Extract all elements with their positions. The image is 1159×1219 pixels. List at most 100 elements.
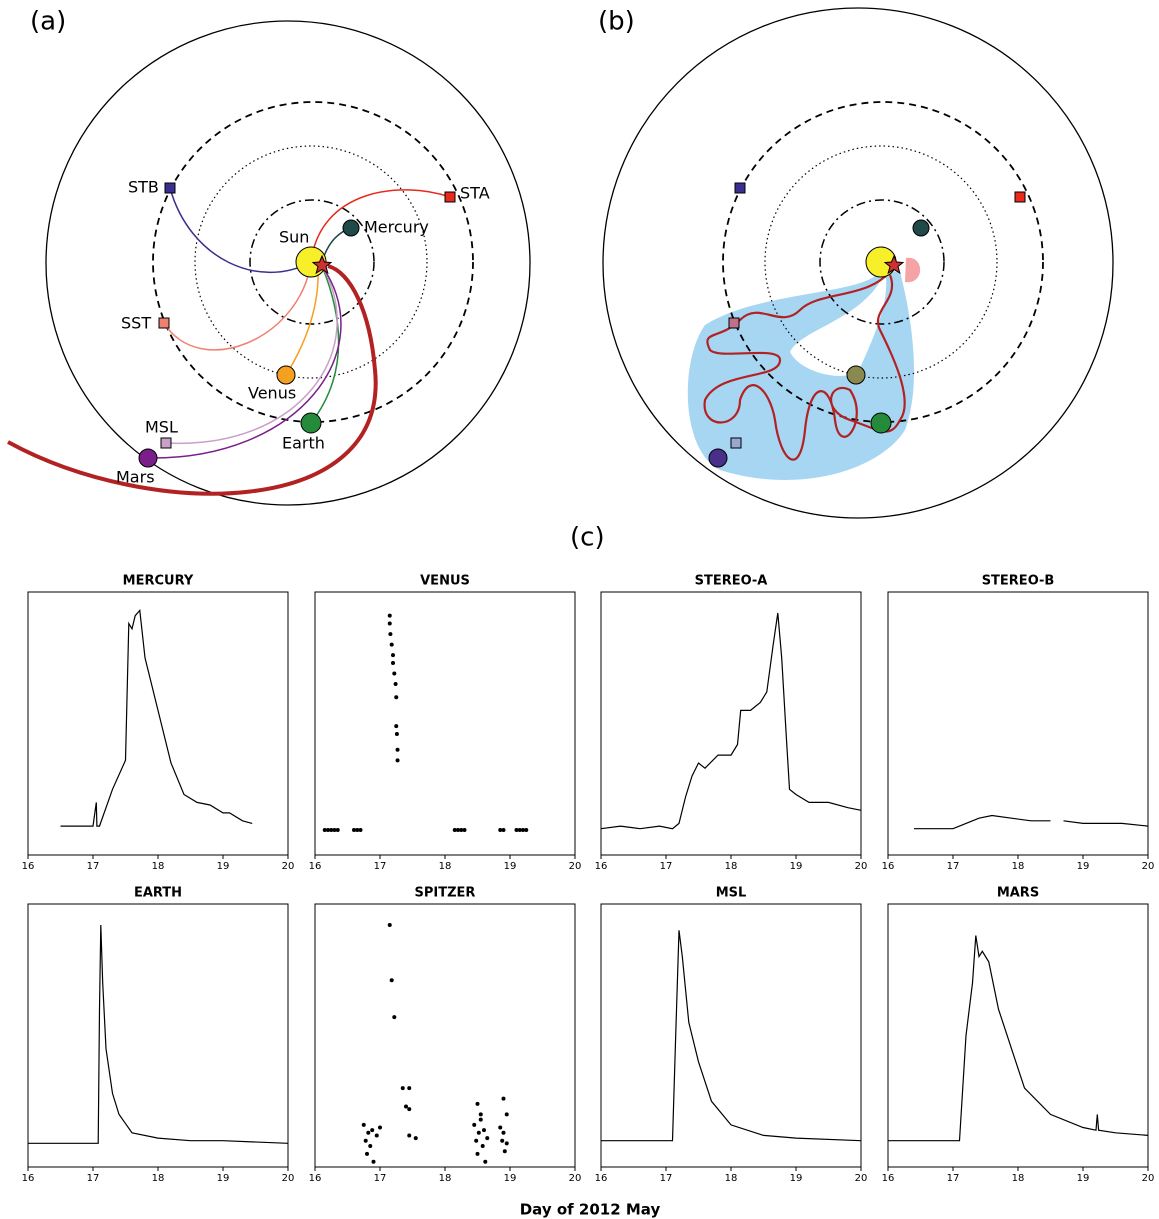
- plot-frame: [314, 591, 576, 856]
- orbit: [45, 20, 531, 506]
- x-tick-label: 20: [282, 861, 295, 872]
- data-point: [501, 828, 506, 833]
- x-tick-label: 17: [947, 1173, 960, 1184]
- data-point: [476, 1130, 481, 1135]
- planet: [870, 412, 892, 434]
- orbit: [764, 145, 998, 379]
- data-point: [514, 828, 519, 833]
- data-point: [498, 828, 503, 833]
- x-tick-label: 19: [504, 1173, 517, 1184]
- data-point: [462, 828, 467, 833]
- x-tick-label: 17: [87, 1173, 100, 1184]
- data-point: [392, 1015, 397, 1020]
- orbit: [194, 145, 428, 379]
- spacecraft: [444, 191, 456, 203]
- data-point: [388, 632, 393, 637]
- x-tick-label: 20: [569, 1173, 582, 1184]
- series-line: [601, 930, 862, 1142]
- chart-title: MSL: [716, 886, 747, 901]
- data-point: [413, 1136, 418, 1141]
- x-tick-label: 19: [1077, 1173, 1090, 1184]
- x-tick-label: 17: [374, 1173, 387, 1184]
- x-tick-label: 20: [282, 1173, 295, 1184]
- field-line: [163, 261, 312, 351]
- cme-front: [7, 264, 378, 496]
- x-tick-label: 19: [217, 861, 230, 872]
- spacecraft: [734, 182, 746, 194]
- data-point: [358, 828, 363, 833]
- planet: [276, 365, 296, 385]
- flare-site: [311, 254, 333, 275]
- orbit-diagram: [602, 7, 1114, 519]
- series-line: [60, 608, 253, 827]
- x-tick-label: 16: [22, 1173, 35, 1184]
- field-line: [310, 265, 340, 424]
- data-point: [394, 732, 399, 737]
- diagram-labels: STB STA Sun Mercury SST Venus MSL Earth …: [116, 178, 490, 487]
- chart-title: SPITZER: [415, 886, 476, 901]
- x-tick-label: 16: [22, 861, 35, 872]
- data-point: [404, 1104, 408, 1109]
- x-tick-label: 17: [660, 1173, 673, 1184]
- x-tick-label: 20: [1142, 1173, 1155, 1184]
- data-point: [374, 1133, 379, 1138]
- data-point: [400, 1086, 405, 1091]
- data-point: [475, 1151, 480, 1156]
- x-tick-label: 16: [595, 1173, 608, 1184]
- data-point: [355, 828, 360, 833]
- x-tick-label: 19: [790, 1173, 803, 1184]
- field-line: [147, 265, 342, 459]
- orbit-diagram: [7, 20, 531, 506]
- series-line: [914, 814, 1149, 830]
- flare-region: [905, 257, 921, 283]
- orbit: [722, 101, 1044, 423]
- data-point: [502, 1149, 507, 1154]
- plot-frame: [27, 591, 289, 856]
- panel-label: (c): [570, 523, 605, 553]
- data-point: [498, 1125, 503, 1130]
- data-point: [459, 828, 464, 833]
- spacecraft: [158, 317, 170, 329]
- data-point: [322, 828, 327, 833]
- data-point: [504, 1141, 509, 1146]
- x-tick-label: 18: [725, 1173, 738, 1184]
- data-point: [480, 1143, 485, 1148]
- orbit: [249, 199, 375, 325]
- x-tick-label: 17: [947, 861, 960, 872]
- data-point: [326, 828, 330, 833]
- data-point: [370, 1128, 375, 1133]
- x-tick-label: 16: [882, 1173, 895, 1184]
- body-label: Venus: [248, 384, 296, 403]
- data-point: [395, 758, 400, 763]
- flare-site: [883, 254, 905, 275]
- spacecraft: [164, 182, 176, 194]
- body-label: STB: [128, 178, 159, 197]
- plot-frame: [887, 591, 1149, 856]
- series-line: [600, 612, 862, 830]
- data-point: [389, 642, 394, 647]
- data-point: [504, 1112, 509, 1117]
- x-tick-label: 20: [855, 1173, 868, 1184]
- data-point: [392, 671, 397, 676]
- plot-frame: [600, 903, 862, 1168]
- panel-label: (b): [598, 7, 635, 37]
- planet: [708, 448, 728, 468]
- data-point: [501, 1096, 506, 1101]
- x-tick-label: 18: [439, 861, 452, 872]
- body-label: SST: [121, 314, 151, 333]
- planet: [300, 412, 322, 434]
- x-tick-label: 20: [855, 861, 868, 872]
- x-tick-label: 16: [309, 861, 322, 872]
- orbit: [819, 199, 945, 325]
- chart-title: MERCURY: [123, 574, 194, 589]
- data-point: [524, 828, 529, 833]
- x-tick-label: 17: [87, 861, 100, 872]
- x-axis-label: Day of 2012 May: [520, 1201, 661, 1219]
- data-point: [485, 1136, 490, 1141]
- field-line: [169, 187, 312, 274]
- body-label: Mercury: [364, 218, 429, 237]
- x-tick-label: 19: [504, 861, 517, 872]
- planet: [138, 448, 158, 468]
- data-point: [475, 1101, 480, 1106]
